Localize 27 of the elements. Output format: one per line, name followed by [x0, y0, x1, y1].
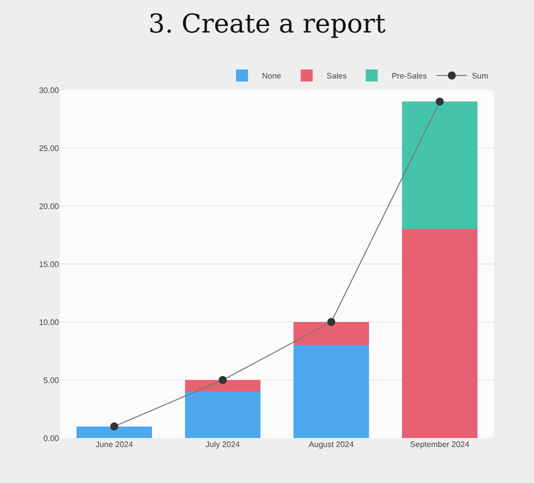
y-tick-label: 25.00	[38, 144, 60, 153]
point	[110, 422, 118, 430]
bar	[402, 229, 478, 438]
chart-title: 3. Create a report	[148, 10, 386, 40]
bar	[293, 345, 370, 438]
bar	[402, 102, 478, 230]
y-tick-label: 30.00	[38, 86, 60, 95]
bar	[184, 380, 261, 392]
bar	[76, 426, 152, 438]
x-tick-label: July 2024	[206, 440, 240, 449]
point	[218, 376, 227, 384]
point	[436, 98, 444, 106]
x-tick-label: September 2024	[410, 440, 470, 449]
y-tick-label: 0.00	[43, 434, 60, 443]
y-tick-label: 20.00	[38, 202, 60, 211]
bar	[184, 392, 261, 438]
bar	[293, 322, 370, 346]
x-tick-label: June 2024	[96, 440, 134, 449]
y-tick-label: 10.00	[38, 318, 60, 327]
y-tick-label: 15.00	[38, 260, 60, 269]
legend-label: None	[262, 72, 282, 81]
legend-label: Sales	[326, 72, 347, 81]
legend-label: Sum	[472, 72, 489, 81]
y-tick-label: 5.00	[43, 376, 60, 385]
legend-label: Pre-Sales	[392, 72, 427, 81]
point	[327, 318, 336, 326]
x-tick-label: August 2024	[308, 440, 354, 449]
